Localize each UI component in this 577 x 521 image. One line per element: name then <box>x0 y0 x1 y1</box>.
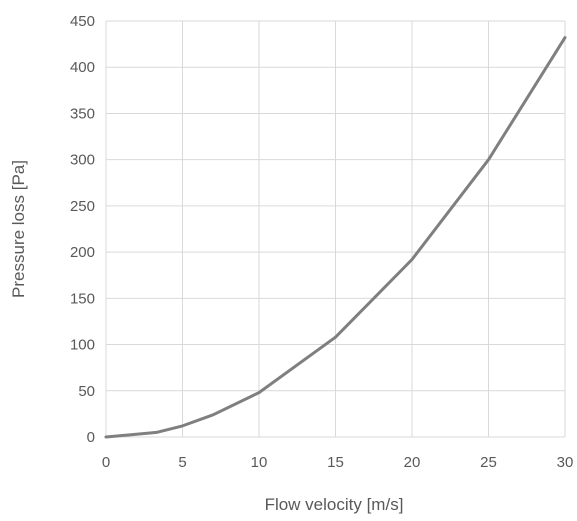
y-tick-label: 50 <box>78 383 95 400</box>
y-tick-label: 350 <box>70 105 95 122</box>
x-tick-labels: 0 5 10 15 20 25 30 <box>102 454 574 471</box>
x-tick-label: 15 <box>327 454 344 471</box>
series-line <box>104 36 567 439</box>
x-tick-label: 30 <box>557 454 574 471</box>
y-tick-label: 300 <box>70 152 95 169</box>
y-tick-label: 450 <box>70 13 95 30</box>
x-axis-title: Flow velocity [m/s] <box>265 495 404 514</box>
x-tick-label: 10 <box>251 454 268 471</box>
y-tick-label: 400 <box>70 59 95 76</box>
y-tick-label: 150 <box>70 290 95 307</box>
y-tick-label: 0 <box>87 429 95 446</box>
x-tick-label: 5 <box>178 454 186 471</box>
x-tick-label: 20 <box>404 454 421 471</box>
y-tick-labels: 0 50 100 150 200 250 300 350 400 450 <box>70 13 95 446</box>
series-group <box>104 36 567 439</box>
x-tick-label: 25 <box>480 454 497 471</box>
gridlines <box>105 20 566 438</box>
y-axis-title: Pressure loss [Pa] <box>9 160 28 298</box>
y-tick-label: 100 <box>70 337 95 354</box>
x-tick-label: 0 <box>102 454 110 471</box>
y-tick-label: 200 <box>70 244 95 261</box>
y-tick-label: 250 <box>70 198 95 215</box>
